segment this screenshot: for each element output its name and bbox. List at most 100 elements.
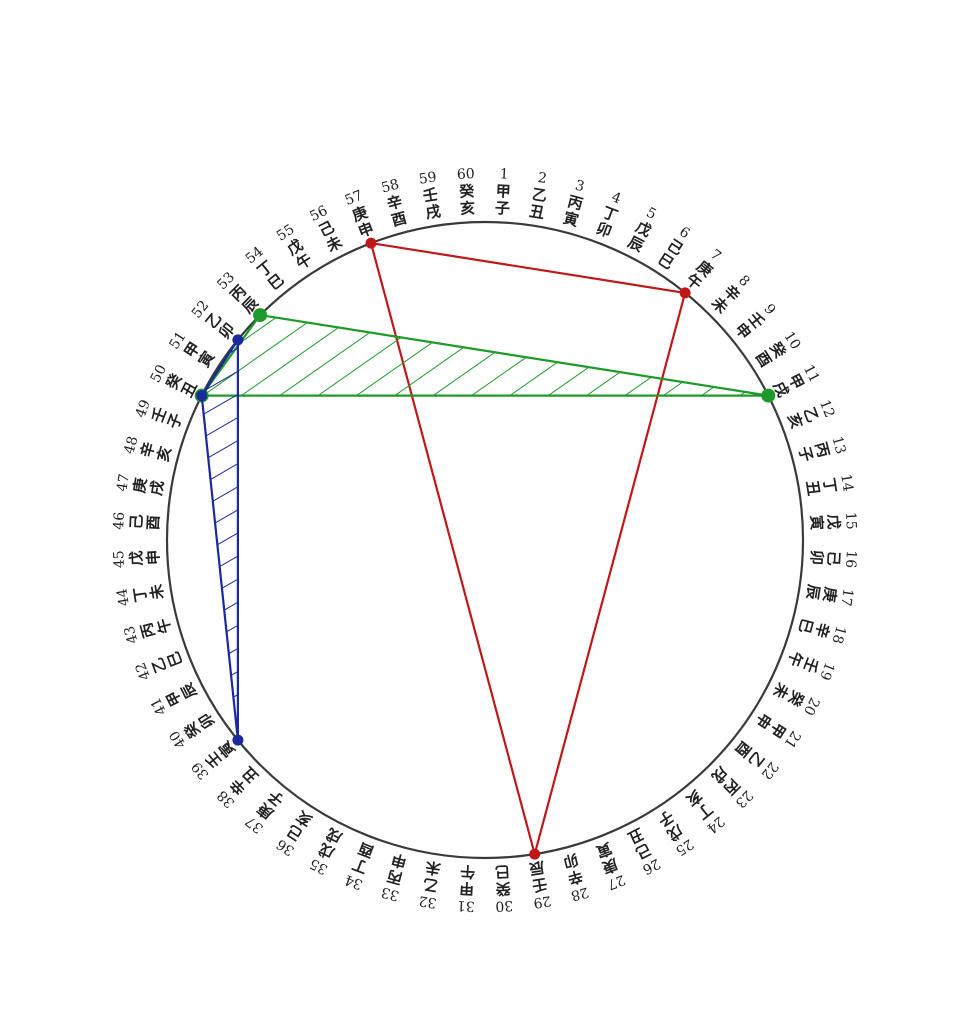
red-triangle-vertex-57	[365, 237, 377, 249]
cycle-number: 45	[111, 550, 128, 569]
ganzhi-char: 午	[460, 862, 476, 881]
cycle-number: 13	[828, 435, 848, 456]
ganzhi-char: 辛	[811, 621, 832, 640]
cycle-number: 27	[605, 871, 627, 892]
ganzhi-char: 酉	[356, 839, 376, 861]
blue-triangle-vertex-52	[232, 334, 244, 346]
ganzhi-char: 戊	[824, 514, 843, 530]
cycle-number: 59	[418, 169, 438, 188]
ganzhi-char: 己	[824, 550, 843, 566]
cycle-number: 29	[532, 892, 552, 911]
cycle-label-3: 3丙寅	[561, 178, 586, 230]
cycle-number: 50	[148, 362, 170, 385]
ganzhi-char: 子	[494, 199, 510, 218]
ganzhi-char: 丁	[350, 855, 370, 877]
ganzhi-char: 壬	[148, 405, 170, 425]
cycle-number: 2	[537, 170, 548, 187]
cycle-number: 28	[569, 883, 590, 903]
cycle-number: 35	[307, 855, 330, 877]
ganzhi-char: 甲	[495, 182, 511, 201]
ganzhi-char: 戊	[127, 550, 146, 566]
ganzhi-char: 己	[127, 514, 146, 530]
cycle-number: 46	[111, 511, 128, 530]
ganzhi-char: 巳	[164, 649, 186, 669]
ganzhi-char: 乙	[531, 185, 549, 205]
cycle-label-6: 6己巳	[655, 224, 693, 273]
ganzhi-char: 戌	[147, 479, 167, 497]
cycle-number: 1	[499, 166, 509, 182]
cycle-label-2: 2乙丑	[528, 170, 549, 222]
cycle-number: 26	[640, 855, 663, 877]
ganzhi-char: 甲	[785, 371, 808, 393]
ganzhi-char: 申	[144, 549, 163, 565]
ganzhi-char: 辛	[385, 192, 404, 213]
cycle-number: 15	[842, 512, 859, 531]
ganzhi-char: 卯	[594, 219, 614, 241]
ganzhi-char: 庚	[130, 477, 150, 495]
ganzhi-char: 卯	[561, 850, 580, 871]
ganzhi-char: 寅	[594, 839, 614, 861]
cycle-label-1: 1甲子	[494, 166, 511, 218]
ganzhi-char: 戊	[633, 218, 655, 241]
red-triangle-vertex-29	[529, 848, 541, 860]
cycle-label-8: 8辛未	[707, 272, 752, 317]
blue-triangle	[200, 338, 239, 742]
cycle-number: 30	[495, 897, 514, 914]
green-triangle-vertex-53	[253, 308, 268, 323]
cycle-number: 32	[418, 892, 438, 911]
ganzhi-char: 丁	[130, 586, 150, 604]
green-triangle-vertex-11	[761, 388, 776, 403]
cycle-number: 49	[133, 398, 154, 420]
blue-triangle-vertex-50	[196, 390, 208, 402]
ganzhi-char: 丁	[820, 477, 840, 495]
ganzhi-char: 丙	[566, 192, 585, 213]
ganzhi-char: 巳	[494, 862, 510, 881]
cycle-label-5: 5戊辰	[625, 205, 659, 256]
cycle-number: 11	[800, 362, 822, 385]
ganzhi-char: 丙	[137, 621, 158, 640]
ganzhi-char: 寅	[561, 209, 580, 230]
ganzhi-char: 巳	[795, 616, 816, 635]
ganzhi-char: 壬	[422, 185, 440, 205]
ganzhi-char: 乙	[148, 655, 170, 675]
blue-triangle-vertex-39	[232, 734, 244, 746]
ganzhi-char: 亥	[154, 444, 175, 463]
cycle-number: 14	[837, 473, 856, 493]
ganzhi-char: 戌	[323, 824, 345, 847]
cycle-number: 17	[837, 587, 856, 607]
ganzhi-char: 亥	[460, 199, 476, 218]
cycle-number: 60	[457, 166, 476, 183]
cycle-label-45: 45 戊申	[111, 549, 163, 569]
cycle-number: 41	[148, 695, 170, 718]
cycle-label-9: 9壬申	[731, 301, 778, 342]
ganzhi-char: 酉	[389, 209, 408, 230]
ganzhi-char: 甲	[459, 879, 475, 898]
cycle-number: 44	[114, 587, 133, 607]
ganzhi-char: 午	[784, 649, 806, 669]
